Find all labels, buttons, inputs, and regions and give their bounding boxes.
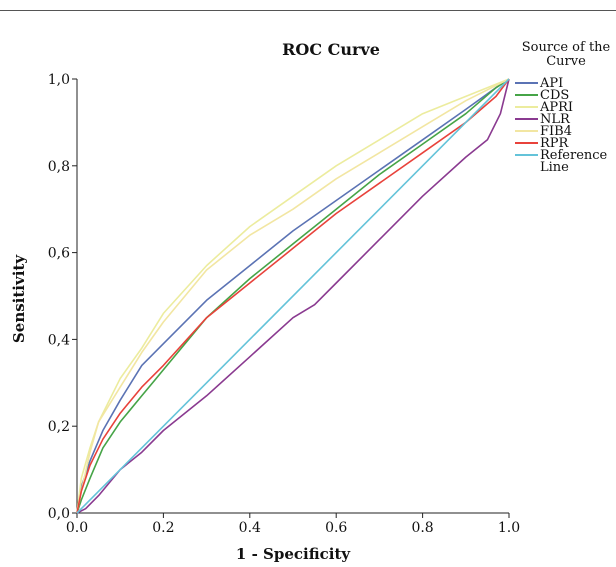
y-tick-label: 1,0	[48, 72, 70, 88]
y-tick-label: 0,8	[48, 159, 70, 175]
legend-label-api: API	[539, 76, 563, 91]
x-tick-label: 0.6	[325, 520, 347, 536]
x-tick-label: 0.4	[239, 520, 261, 536]
legend-label-line: Reference	[540, 148, 608, 163]
legend-label-line: Line	[540, 160, 569, 175]
legend-label-line: RPR	[540, 136, 570, 151]
legend-label-reference-line: Reference Line	[540, 148, 608, 175]
legend-label-line: FIB4	[540, 124, 572, 139]
x-tick-label: 0.2	[152, 520, 174, 536]
y-tick-label: 0,6	[48, 246, 70, 262]
legend-title: Source of the Curve	[522, 40, 611, 69]
legend-label-fib4: FIB4	[540, 124, 572, 139]
legend-label-line: CDS	[540, 88, 569, 103]
legend-label-line: NLR	[540, 112, 571, 127]
legend-title-line: Curve	[546, 54, 586, 69]
top-rule	[0, 10, 616, 11]
x-tick-label: 0.0	[66, 520, 88, 536]
legend-label-apri: APRI	[539, 100, 573, 115]
y-tick-label: 0,4	[48, 332, 70, 348]
series-line-rpr	[76, 78, 510, 514]
chart-title: ROC Curve	[282, 40, 380, 59]
legend-title-line: Source of the	[522, 40, 611, 55]
x-tick-label: 1.0	[498, 520, 520, 536]
plot-area: 0.0 0.2 0.4 0.6 0.8 1.0 0,0 0,2 0,4 0,6 0,8 1,0	[48, 72, 520, 536]
y-tick-label: 0,0	[48, 506, 70, 522]
legend: Source of the Curve APICDSAPRINLRFIB4RPRRe…	[515, 40, 611, 175]
series-line-fib4	[76, 78, 510, 514]
series-line-api	[76, 78, 510, 514]
series-line-cds	[76, 78, 510, 514]
series-line-reference-line	[76, 78, 510, 514]
legend-label-line: APRI	[539, 100, 573, 115]
legend-label-line: API	[539, 76, 563, 91]
x-tick-label: 0.8	[411, 520, 433, 536]
x-axis-label: 1 - Specificity	[236, 545, 351, 563]
legend-label-cds: CDS	[540, 88, 569, 103]
legend-label-nlr: NLR	[540, 112, 571, 127]
y-tick-label: 0,2	[48, 419, 70, 435]
legend-label-rpr: RPR	[540, 136, 570, 151]
series-line-nlr	[76, 78, 510, 514]
y-axis-label: Sensitivity	[10, 254, 28, 343]
